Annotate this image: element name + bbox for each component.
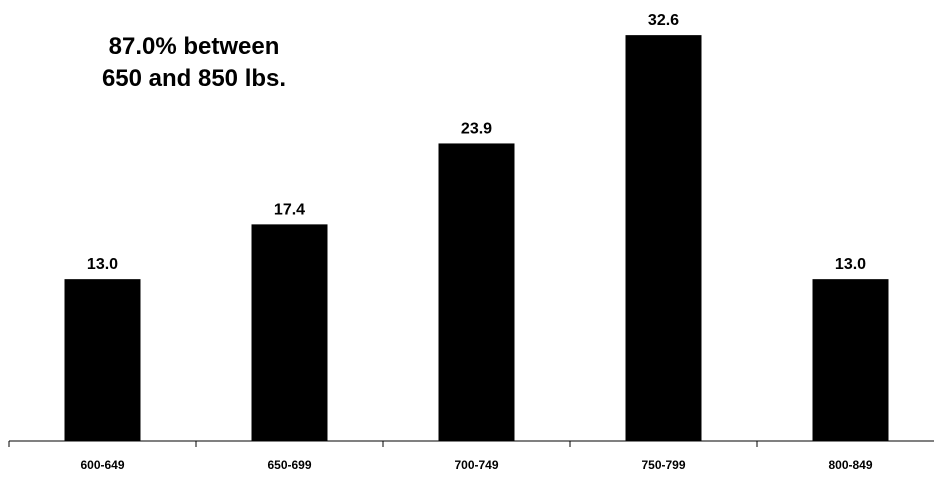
- x-tick-label: 600-649: [80, 458, 124, 472]
- bar-value-label: 13.0: [835, 256, 866, 273]
- bar-600-649: [64, 279, 141, 441]
- x-tick-label: 650-699: [267, 458, 311, 472]
- annotation-line-2: 650 and 850 lbs.: [102, 65, 286, 92]
- bar-value-label: 17.4: [274, 201, 305, 218]
- bar-value-label: 32.6: [648, 12, 679, 29]
- x-tick-label: 700-749: [454, 458, 498, 472]
- bar-700-749: [438, 143, 515, 441]
- plot-area: 13.0 600-649 17.4 650-699 23.9 700-749 32.6 750…: [8, 12, 934, 472]
- bar-value-label: 23.9: [461, 120, 492, 137]
- x-tick-label: 750-799: [641, 458, 685, 472]
- bar-650-699: [251, 224, 328, 441]
- x-tick-label: 800-849: [828, 458, 872, 472]
- bar-800-849: [812, 279, 889, 441]
- bar-750-799: [625, 35, 702, 441]
- annotation-line-1: 87.0% between: [109, 33, 280, 60]
- bar-value-label: 13.0: [87, 256, 118, 273]
